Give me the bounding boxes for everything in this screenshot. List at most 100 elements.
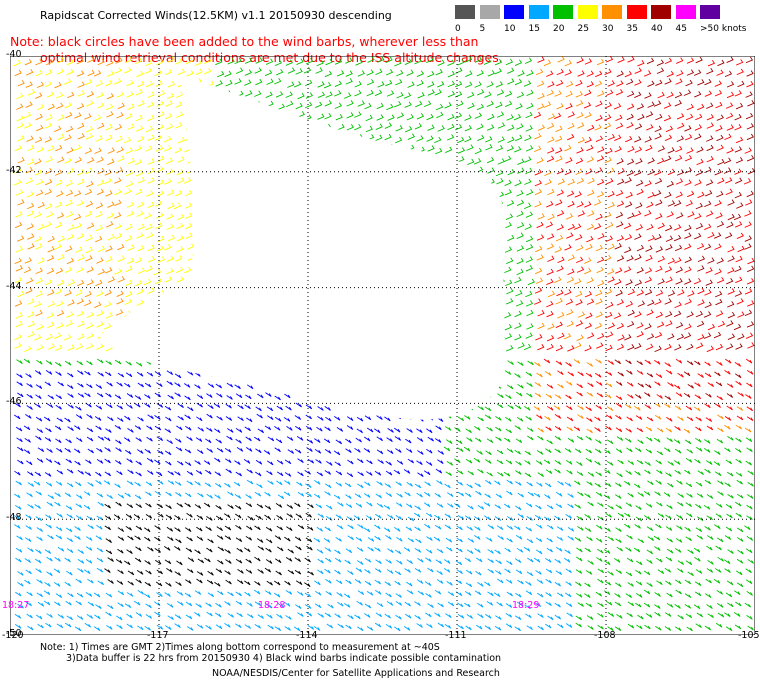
- wind-barb: [157, 256, 166, 263]
- wind-barb: [676, 514, 683, 520]
- wind-barb: [686, 512, 693, 518]
- wind-barb: [217, 70, 225, 78]
- wind-barb: [516, 232, 524, 239]
- wind-barb: [726, 221, 734, 229]
- wind-barb: [304, 469, 311, 475]
- wind-barb: [507, 360, 514, 365]
- wind-barb: [644, 359, 652, 365]
- wind-barb: [284, 472, 292, 477]
- wind-barb: [184, 202, 193, 209]
- wind-barb: [167, 189, 175, 196]
- wind-barb: [646, 333, 655, 340]
- wind-barb: [346, 472, 354, 478]
- wind-barb: [567, 371, 575, 377]
- wind-barb: [145, 603, 152, 609]
- wind-barb: [606, 177, 614, 185]
- wind-barb: [15, 265, 23, 272]
- wind-barb: [646, 309, 654, 316]
- wind-barb: [495, 101, 503, 109]
- wind-barb: [134, 279, 143, 287]
- wind-barb: [565, 581, 572, 586]
- wind-barb: [684, 323, 692, 330]
- wind-barb: [347, 535, 354, 541]
- wind-barb: [186, 626, 194, 631]
- wind-barb: [706, 155, 714, 163]
- wind-barb: [634, 91, 642, 98]
- wind-barb: [206, 393, 213, 398]
- wind-barb: [603, 494, 611, 500]
- wind-barb: [636, 593, 643, 598]
- wind-barb: [686, 416, 694, 422]
- wind-barb: [714, 450, 721, 455]
- wind-barb: [334, 613, 341, 619]
- wind-barb: [146, 371, 154, 377]
- wind-barb: [25, 81, 33, 88]
- wind-barb: [27, 320, 36, 328]
- wind-barb: [687, 211, 695, 218]
- wind-barb: [564, 69, 572, 76]
- wind-barb: [54, 492, 61, 497]
- wind-speed-legend: 0 5 10 15 20 25 30 35 40 45 >50 knots: [455, 5, 760, 37]
- wind-barb: [35, 290, 43, 298]
- wind-barb: [745, 332, 754, 339]
- wind-barb: [536, 234, 545, 241]
- wind-barb: [76, 615, 84, 620]
- wind-barb: [697, 334, 705, 341]
- wind-barb: [125, 291, 133, 298]
- wind-barb: [737, 549, 744, 555]
- wind-barb: [24, 122, 32, 129]
- wind-barb: [427, 567, 434, 573]
- wind-barb: [206, 427, 213, 432]
- wind-barb: [645, 245, 653, 252]
- wind-barb: [573, 359, 581, 364]
- wind-barb: [504, 100, 513, 108]
- wind-barb: [714, 80, 722, 87]
- wind-barb: [156, 123, 164, 131]
- wind-barb: [644, 515, 651, 520]
- wind-barb: [547, 136, 555, 143]
- wind-barb: [157, 111, 165, 118]
- wind-barb: [627, 90, 635, 98]
- wind-barb: [504, 547, 511, 553]
- wind-barb: [64, 289, 72, 297]
- wind-barb: [384, 133, 392, 141]
- wind-barb: [484, 625, 492, 631]
- wind-barb: [654, 546, 661, 551]
- wind-barb: [175, 255, 183, 262]
- wind-barb: [15, 246, 24, 253]
- wind-barb: [206, 547, 213, 553]
- wind-barb: [586, 156, 595, 163]
- wind-barb: [56, 469, 64, 475]
- wind-barb: [556, 265, 564, 272]
- wind-barb: [236, 446, 244, 452]
- wind-barb: [706, 68, 714, 75]
- wind-barb: [643, 491, 651, 496]
- wind-barb: [136, 570, 144, 575]
- wind-barb: [484, 515, 491, 521]
- wind-barb: [437, 59, 445, 66]
- wind-barb: [57, 613, 64, 619]
- wind-barb: [363, 493, 371, 498]
- wind-barb: [694, 91, 702, 98]
- wind-barb: [546, 343, 554, 351]
- wind-barb: [515, 505, 522, 511]
- wind-barb: [206, 611, 213, 617]
- wind-barb: [145, 569, 152, 575]
- wind-barb: [145, 614, 153, 619]
- wind-barb: [56, 309, 65, 317]
- wind-barb: [507, 136, 515, 143]
- wind-barb: [313, 537, 321, 543]
- wind-barb: [255, 471, 262, 477]
- wind-barb: [547, 615, 554, 621]
- wind-barb: [686, 311, 694, 318]
- wind-barb: [474, 548, 481, 553]
- wind-barb: [16, 92, 24, 100]
- wind-barb: [237, 416, 244, 422]
- wind-barb: [585, 168, 593, 175]
- latitude-label: -50: [6, 628, 22, 639]
- latitude-label: -40: [6, 49, 22, 60]
- wind-barb: [76, 494, 83, 499]
- wind-barb: [673, 234, 682, 242]
- wind-barb: [726, 580, 734, 586]
- wind-barb: [566, 469, 573, 475]
